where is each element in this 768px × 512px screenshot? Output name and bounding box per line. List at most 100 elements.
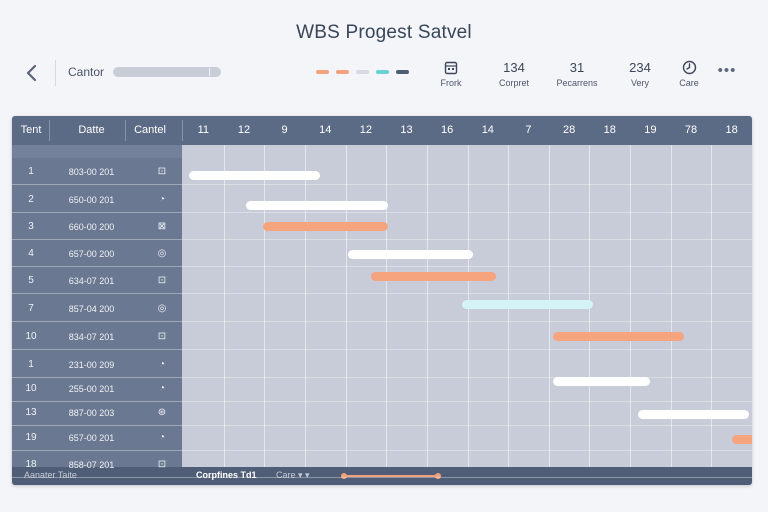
footer-select[interactable]: Care ▾ ▾: [276, 470, 310, 481]
row-id: 1: [28, 166, 34, 177]
timeline-column-header[interactable]: 19: [644, 124, 657, 136]
row-divider: [12, 349, 752, 350]
gantt-bar[interactable]: [552, 377, 650, 386]
stat-value: 134: [503, 60, 525, 75]
header-spacer: [12, 145, 182, 158]
legend-swatch: [336, 70, 349, 74]
stat-frork[interactable]: Frork: [421, 60, 481, 88]
row-status-icon[interactable]: ◎: [157, 248, 167, 259]
row-status-icon[interactable]: ⊡: [157, 459, 167, 470]
row-date: 858-07 201: [68, 460, 115, 470]
stat-value: 31: [569, 60, 585, 75]
legend-swatch: [316, 70, 329, 74]
row-status-icon[interactable]: ◔: [158, 194, 166, 205]
gantt-footer: Aanater Taite Corpfines Td1 Care ▾ ▾: [12, 467, 752, 485]
row-id: 1: [28, 359, 34, 370]
row-status-icon[interactable]: ◎: [157, 303, 167, 314]
timeline-column-header[interactable]: 28: [562, 124, 576, 136]
row-status-icon[interactable]: ⊡: [157, 166, 167, 177]
row-status-icon[interactable]: ⊡: [157, 275, 167, 286]
row-divider: [12, 239, 752, 240]
timeline-gridline: [386, 145, 388, 467]
footer-slider[interactable]: [341, 473, 441, 479]
column-header-tent[interactable]: Tent: [20, 124, 42, 136]
stat-label: Pecarrens: [556, 78, 598, 88]
row-date: 834-07 201: [68, 332, 115, 342]
timeline-column-header[interactable]: 7: [525, 124, 532, 136]
row-date: 660-00 200: [68, 222, 115, 232]
row-status-icon[interactable]: ◔: [158, 432, 166, 443]
row-id: 10: [25, 383, 37, 394]
timeline-column-header[interactable]: 14: [481, 124, 494, 136]
timeline-gridline: [711, 145, 713, 467]
row-date: 255-00 201: [68, 384, 115, 394]
row-status-icon[interactable]: ⊠: [157, 221, 167, 232]
timeline-column-header[interactable]: 78: [684, 124, 698, 136]
row-id: 3: [28, 221, 34, 232]
gantt-bar[interactable]: [348, 250, 474, 259]
gantt-bar[interactable]: [245, 201, 388, 210]
slider-handle[interactable]: [435, 473, 441, 479]
timeline-column-header[interactable]: 13: [400, 124, 413, 136]
row-id: 13: [25, 407, 37, 418]
stat-label: Frork: [440, 78, 462, 88]
back-button[interactable]: [22, 62, 42, 84]
column-header-datte[interactable]: Datte: [78, 124, 105, 136]
row-divider: [12, 184, 752, 185]
timeline-gridline: [630, 145, 632, 467]
row-id: 10: [25, 331, 37, 342]
timeline-column-header[interactable]: 11: [197, 124, 210, 136]
row-id: 18: [25, 459, 37, 470]
stat-pecarrens[interactable]: 31 Pecarrens: [547, 60, 607, 88]
row-divider: [12, 477, 752, 478]
row-status-icon[interactable]: ⊡: [157, 331, 167, 342]
gantt-bar[interactable]: [370, 272, 496, 281]
footer-title: Corpfines Td1: [196, 470, 257, 480]
column-header-cantel[interactable]: Cantel: [134, 124, 166, 136]
stat-very[interactable]: 234 Very: [610, 60, 670, 88]
timeline-column-header[interactable]: 12: [237, 124, 251, 136]
toolbar: Cantor Frork 134 Corpret 31 Pecarrens 23…: [0, 58, 768, 92]
timeline-column-header[interactable]: 12: [359, 124, 372, 136]
gantt-bar[interactable]: [732, 435, 752, 444]
gantt-bar[interactable]: [638, 410, 750, 419]
row-status-icon[interactable]: ◔: [158, 383, 166, 394]
row-id: 7: [28, 303, 34, 314]
search-label: Cantor: [68, 65, 105, 79]
legend-swatch: [376, 70, 389, 74]
row-status-icon[interactable]: ◔: [158, 359, 166, 370]
timeline-gridline: [264, 145, 266, 467]
row-divider: [12, 425, 752, 426]
header-divider: [125, 120, 126, 141]
timeline-column-header[interactable]: 14: [319, 124, 332, 136]
stat-corpret[interactable]: 134 Corpret: [484, 60, 544, 88]
slider-handle[interactable]: [341, 473, 347, 479]
row-date: 650-00 201: [68, 195, 115, 205]
row-date: 803-00 201: [68, 167, 115, 177]
row-divider: [12, 401, 752, 402]
timeline-gridline: [304, 145, 306, 467]
row-status-icon[interactable]: ⊛: [157, 407, 167, 418]
header-divider: [182, 120, 183, 141]
stat-care[interactable]: Care: [659, 60, 719, 88]
gantt-bar[interactable]: [188, 171, 320, 180]
timeline-column-header[interactable]: 18: [603, 124, 616, 136]
row-id: 4: [28, 248, 34, 259]
footer-select-label: Care: [276, 470, 296, 480]
row-divider: [12, 321, 752, 322]
row-date: 857-04 200: [68, 304, 115, 314]
timeline-column-header[interactable]: 16: [441, 124, 454, 136]
more-options-icon[interactable]: •••: [717, 62, 737, 79]
timeline-column-header[interactable]: 18: [725, 124, 738, 136]
timeline-gridline: [223, 145, 225, 467]
search-input[interactable]: [113, 67, 221, 77]
gantt-bar[interactable]: [461, 300, 593, 309]
row-date: 657-00 200: [68, 249, 115, 259]
timeline-column-header[interactable]: 9: [281, 124, 288, 136]
stat-label: Very: [630, 78, 649, 88]
row-divider: [12, 266, 752, 267]
gantt-bar[interactable]: [552, 332, 684, 341]
stat-label: Care: [679, 78, 699, 88]
gantt-bar[interactable]: [262, 222, 388, 231]
gantt-header: Tent Datte Cantel 11 12 9 14 12 13 16 14 7 28 18 19…: [12, 116, 752, 145]
